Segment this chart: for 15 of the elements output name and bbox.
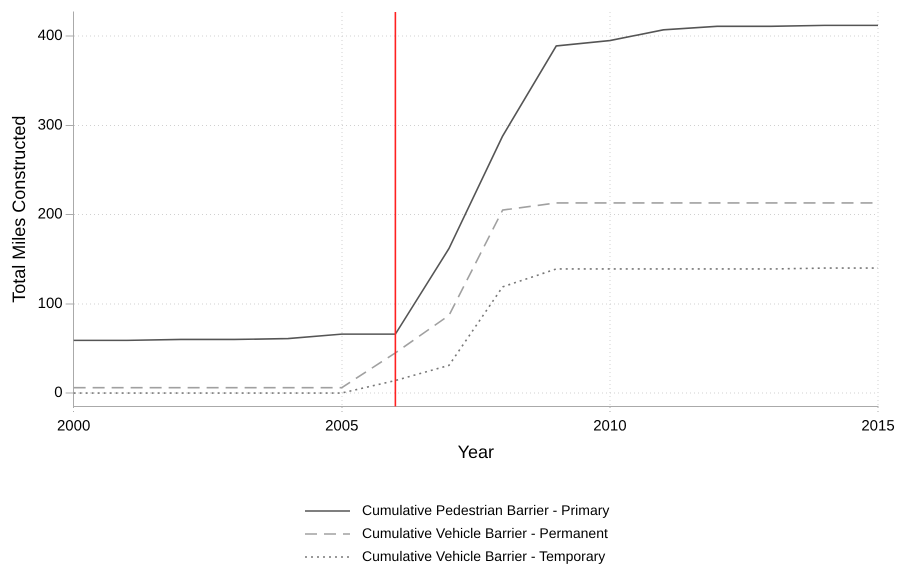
y-tick-label: 200 — [38, 206, 63, 223]
legend-label: Cumulative Pedestrian Barrier - Primary — [362, 502, 610, 518]
y-tick-label: 400 — [38, 27, 63, 44]
y-tick-label: 300 — [38, 116, 63, 134]
y-axis-title: Total Miles Constructed — [8, 116, 29, 303]
y-tick-label: 0 — [54, 384, 63, 402]
y-tick-label: 100 — [38, 294, 63, 312]
x-tick-label: 2000 — [56, 418, 90, 435]
x-axis-title: Year — [458, 442, 494, 462]
line-series — [74, 267, 878, 394]
legend-label: Cumulative Vehicle Barrier - Temporary — [362, 548, 606, 564]
x-tick-label: 2005 — [325, 418, 358, 435]
x-tick-label: 2015 — [861, 418, 895, 435]
legend-label: Cumulative Vehicle Barrier - Permanent — [362, 524, 608, 541]
x-tick-label: 2010 — [593, 418, 627, 435]
